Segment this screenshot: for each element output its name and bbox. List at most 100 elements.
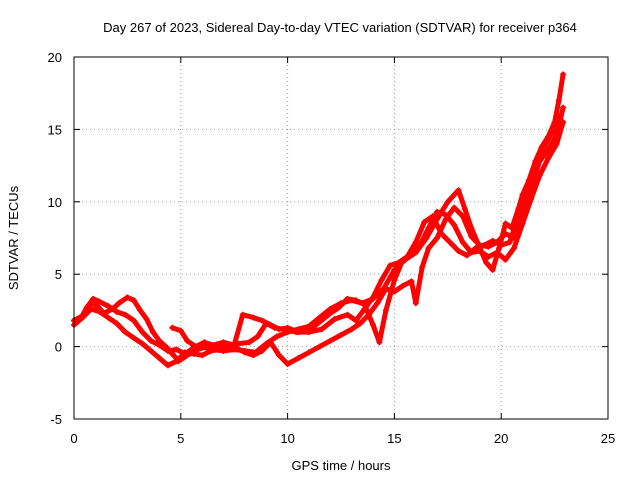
data-point	[391, 276, 398, 283]
data-point	[506, 239, 513, 246]
data-point	[476, 242, 483, 249]
data-point	[498, 242, 505, 249]
data-point	[434, 208, 441, 215]
data-point	[147, 337, 154, 344]
data-point	[417, 242, 424, 249]
data-point	[451, 221, 458, 228]
data-point	[267, 321, 274, 328]
data-point	[468, 233, 475, 240]
data-point	[318, 326, 325, 333]
axis-ticks	[73, 56, 609, 420]
data-point	[560, 104, 567, 111]
data-point	[421, 219, 428, 226]
data-point	[553, 140, 560, 147]
data-point	[374, 300, 381, 307]
data-point	[105, 314, 112, 321]
data-point	[344, 295, 351, 302]
data-point	[156, 337, 163, 344]
data-point	[459, 213, 466, 220]
data-point	[209, 342, 216, 349]
data-point	[316, 318, 323, 325]
data-point	[352, 317, 359, 324]
data-point	[493, 239, 500, 246]
data-point	[207, 347, 214, 354]
data-point	[105, 303, 112, 310]
data-point	[276, 352, 283, 359]
data-point	[511, 245, 518, 252]
data-point	[109, 305, 116, 312]
data-point	[387, 262, 394, 269]
data-point	[560, 71, 567, 78]
data-point	[231, 342, 238, 349]
data-point	[519, 206, 526, 213]
data-point	[344, 311, 351, 318]
data-point	[464, 252, 471, 259]
data-point	[250, 314, 257, 321]
chart-title: Day 267 of 2023, Sidereal Day-to-day VTE…	[103, 20, 577, 35]
data-point	[425, 224, 432, 231]
data-point	[113, 320, 120, 327]
y-tick-label: 10	[48, 195, 62, 210]
data-point	[216, 346, 223, 353]
data-point	[536, 158, 543, 165]
data-point	[408, 250, 415, 257]
data-point	[434, 235, 441, 241]
data-point	[519, 220, 526, 227]
data-point	[267, 339, 274, 346]
x-tick-label: 10	[280, 431, 294, 446]
x-axis-label: GPS time / hours	[292, 458, 391, 473]
data-point	[316, 343, 323, 350]
data-point	[412, 239, 419, 246]
data-point	[446, 239, 453, 246]
data-point	[305, 349, 312, 356]
data-point	[94, 303, 101, 310]
data-point	[139, 329, 146, 336]
data-point	[493, 249, 500, 256]
data-point	[461, 206, 468, 213]
data-point	[370, 321, 377, 328]
x-tick-label: 15	[387, 431, 401, 446]
data-point	[173, 358, 180, 365]
data-point	[399, 256, 406, 263]
data-point	[357, 320, 364, 327]
data-point	[502, 230, 509, 237]
data-point	[156, 355, 163, 362]
data-point	[173, 346, 180, 353]
data-point	[502, 220, 509, 227]
x-tick-label: 5	[177, 431, 184, 446]
data-point	[96, 298, 103, 305]
grid-lines	[74, 57, 608, 419]
data-point	[137, 307, 144, 314]
data-point	[382, 285, 389, 292]
data-point	[483, 259, 490, 266]
data-point	[220, 339, 227, 346]
data-point	[273, 333, 280, 340]
tick-labels: 0 5 10 15 20 25 -5 0 5 10 15 20	[48, 50, 616, 446]
data-point	[113, 308, 120, 315]
data-point	[442, 211, 449, 218]
data-point	[169, 350, 176, 357]
data-point	[241, 349, 248, 356]
data-point	[545, 155, 552, 162]
data-point	[184, 337, 191, 344]
data-point	[162, 343, 169, 350]
data-point	[455, 248, 462, 255]
data-point	[190, 350, 197, 357]
y-tick-label: 20	[48, 50, 62, 65]
data-point	[455, 187, 462, 194]
series-trace-3	[71, 105, 566, 368]
data-point	[485, 243, 492, 250]
data-point	[122, 329, 129, 336]
data-point	[192, 343, 199, 350]
data-point	[361, 301, 368, 308]
data-point	[331, 316, 338, 323]
data-point	[489, 266, 496, 273]
data-point	[284, 324, 291, 331]
data-point	[528, 195, 535, 202]
y-tick-label: 5	[55, 267, 62, 282]
data-point	[295, 329, 302, 336]
data-point	[338, 332, 344, 339]
data-point	[164, 362, 171, 369]
data-point	[425, 245, 432, 252]
